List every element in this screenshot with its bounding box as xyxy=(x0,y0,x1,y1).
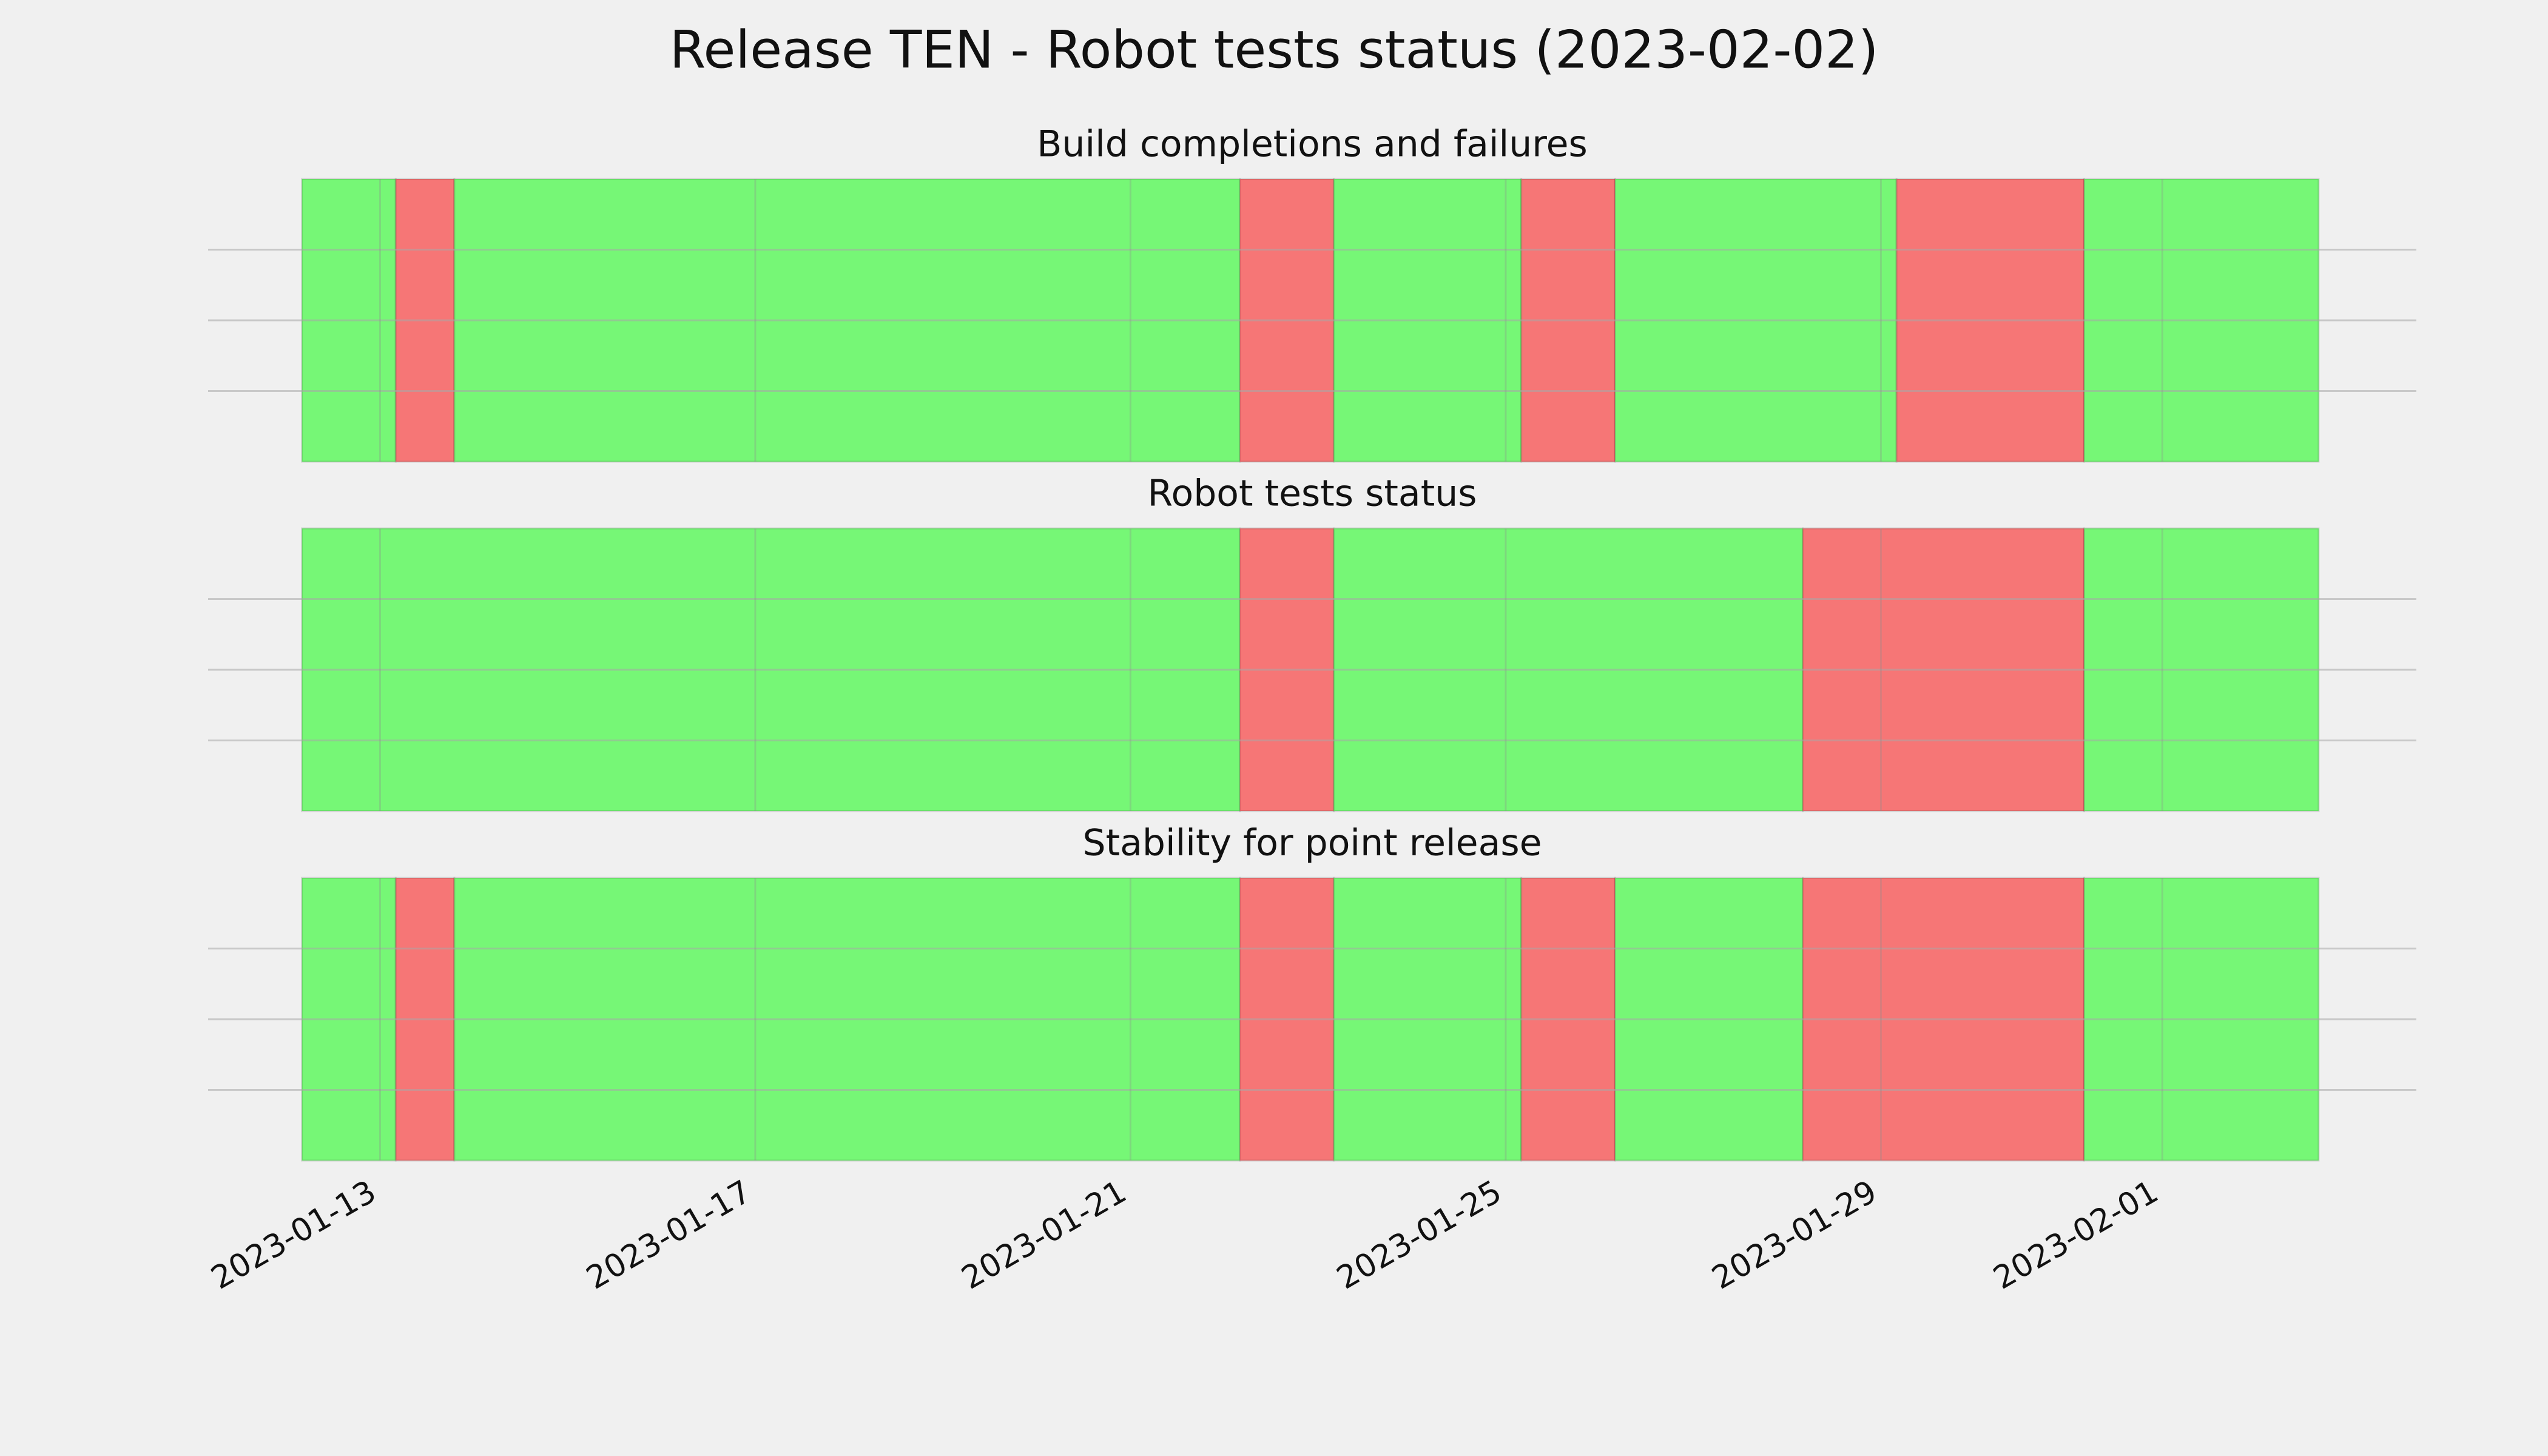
figure-title: Release TEN - Robot tests status (2023-0… xyxy=(670,19,1879,80)
panel-title: Stability for point release xyxy=(1082,822,1542,864)
panel-title: Build completions and failures xyxy=(1037,123,1588,166)
panel-title: Robot tests status xyxy=(1147,473,1477,515)
